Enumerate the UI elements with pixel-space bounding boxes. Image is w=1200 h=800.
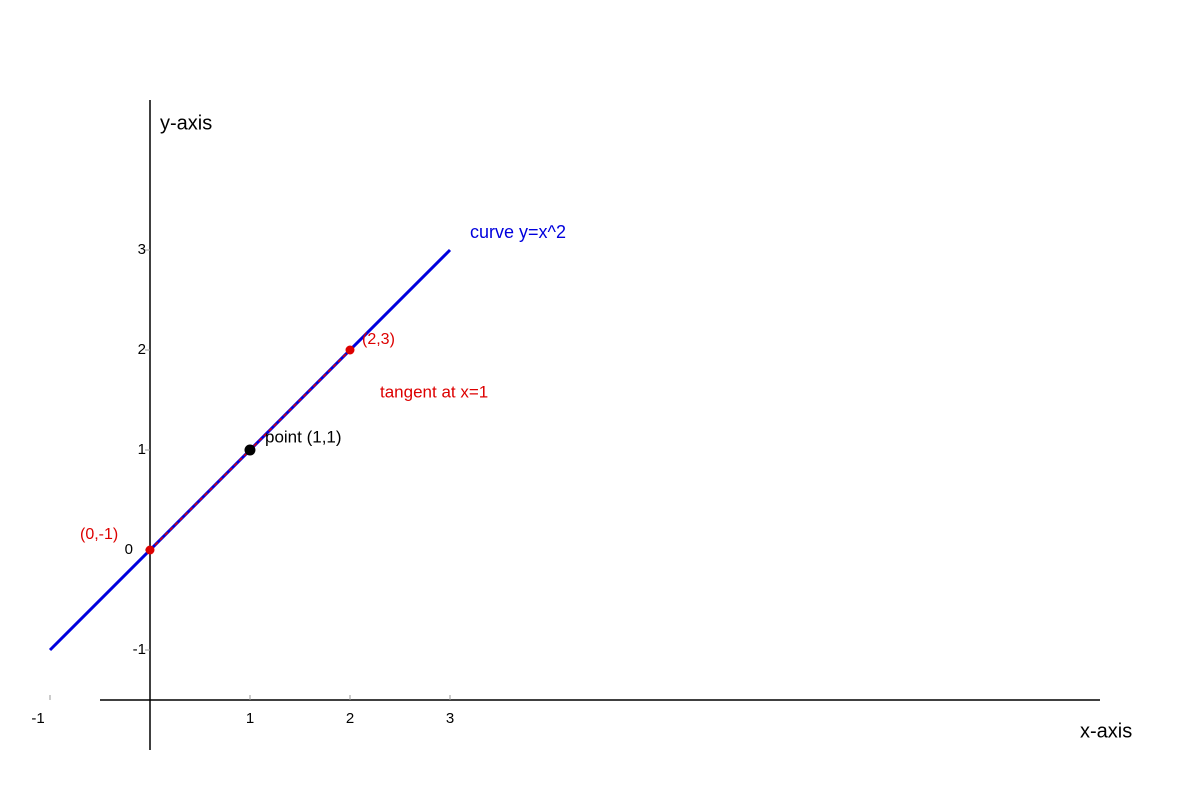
point	[244, 444, 256, 456]
y-tick-label: 1	[138, 441, 146, 458]
point-label: (0,-1)	[80, 526, 118, 543]
y-tick-label: 3	[138, 241, 146, 258]
y-tick-label: 0	[125, 541, 133, 558]
point-label: (2,3)	[362, 331, 395, 348]
y-axis-label: y-axis	[160, 112, 212, 134]
point-label: point (1,1)	[265, 427, 342, 446]
y-tick-label: -1	[133, 641, 146, 658]
x-axis-label: x-axis	[1080, 720, 1132, 742]
y-tick-label: 2	[138, 341, 146, 358]
point	[145, 545, 155, 555]
x-tick-label: 1	[246, 710, 254, 727]
series-label: tangent at x=1	[380, 382, 488, 401]
x-tick-label: 2	[346, 710, 354, 727]
point	[345, 345, 355, 355]
x-tick-label: -1	[31, 710, 44, 727]
x-tick-label: 3	[446, 710, 454, 727]
series-label: curve y=x^2	[470, 222, 566, 242]
